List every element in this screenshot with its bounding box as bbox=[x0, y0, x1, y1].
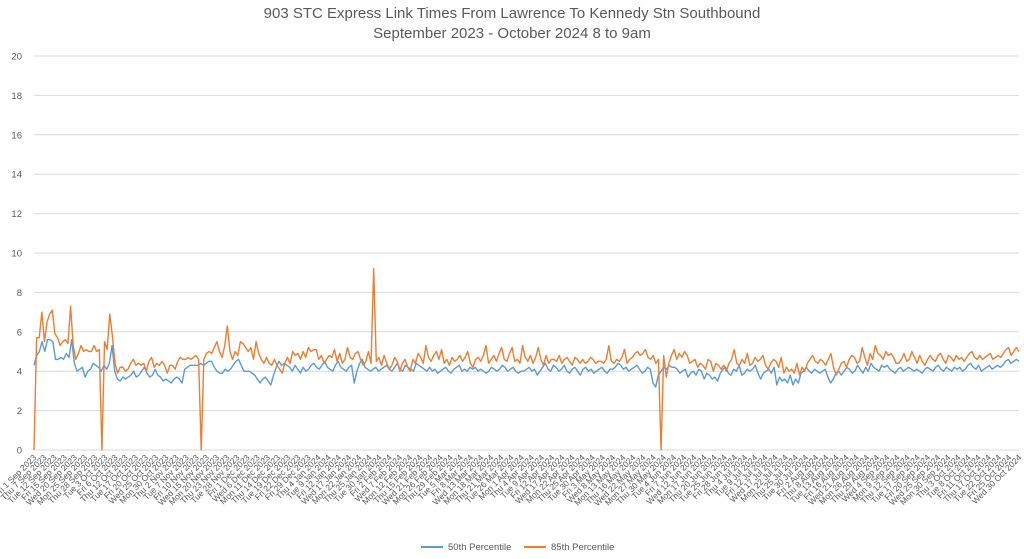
y-tick-label: 10 bbox=[11, 249, 22, 260]
y-tick-label: 0 bbox=[17, 446, 22, 457]
y-tick-label: 14 bbox=[11, 170, 22, 181]
chart-title: 903 STC Express Link Times From Lawrence… bbox=[263, 5, 761, 22]
series-line-85th-percentile bbox=[33, 268, 1020, 451]
y-tick-label: 6 bbox=[17, 327, 22, 338]
y-tick-label: 4 bbox=[17, 367, 22, 378]
y-axis-ticks: 0 2 4 6 8 10 12 14 16 18 20 bbox=[11, 52, 22, 457]
legend: 50th Percentile 85th Percentile bbox=[421, 542, 614, 553]
legend-label-50th-percentile: 50th Percentile bbox=[448, 542, 511, 553]
y-tick-label: 2 bbox=[17, 406, 22, 417]
y-tick-label: 12 bbox=[11, 209, 22, 220]
chart-title-block: 903 STC Express Link Times From Lawrence… bbox=[0, 4, 1024, 44]
series-line-50th-percentile bbox=[33, 338, 1020, 388]
y-tick-label: 20 bbox=[11, 52, 22, 63]
y-tick-label: 18 bbox=[11, 91, 22, 102]
y-tick-label: 8 bbox=[17, 288, 22, 299]
series-lines bbox=[33, 268, 1020, 451]
chart-subtitle: September 2023 - October 2024 8 to 9am bbox=[373, 25, 651, 42]
gridlines bbox=[34, 55, 1019, 451]
y-tick-label: 16 bbox=[11, 130, 22, 141]
legend-label-85th-percentile: 85th Percentile bbox=[551, 542, 614, 553]
